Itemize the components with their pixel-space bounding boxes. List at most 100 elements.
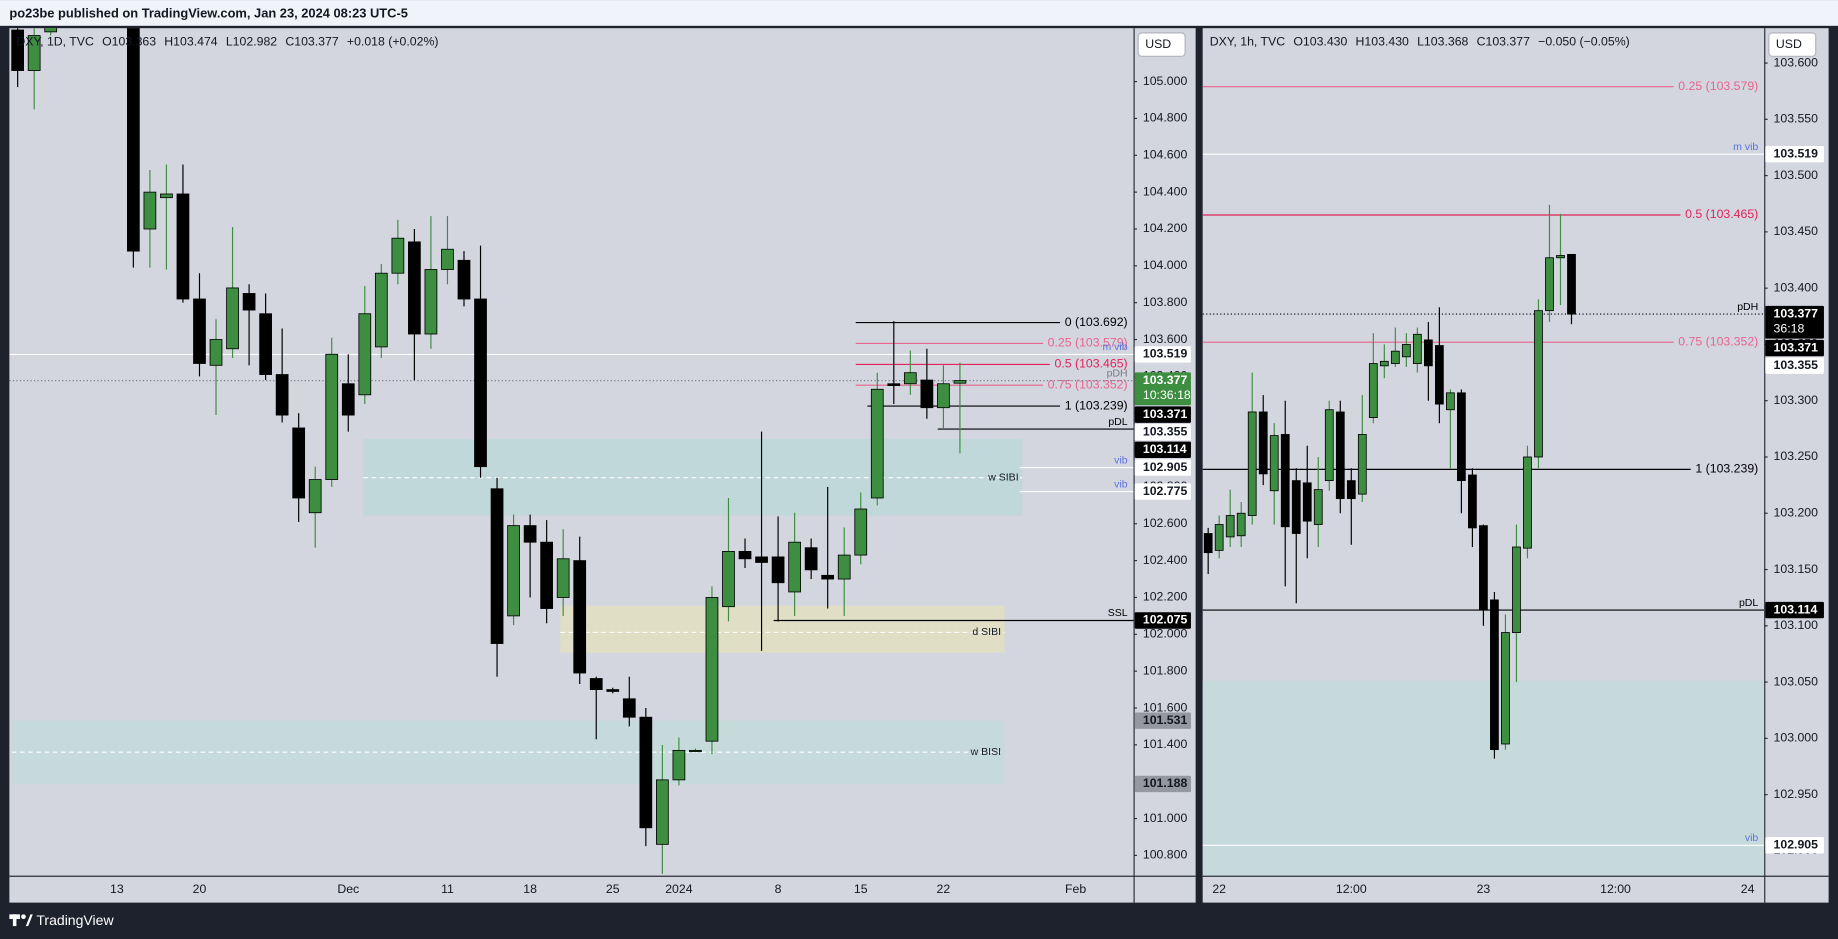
level-label: SSL [1108,607,1128,619]
plot-left: w SIBI d SIBI w BISI 0 (103.692) 0.25 (103.5… [9,28,1134,874]
candle-body [1512,546,1521,633]
candle-body [507,525,520,617]
x-tick-label: 13 [110,882,124,896]
level-label: m vib [1733,141,1758,153]
candle-body [854,508,868,556]
y-tick-label: 104.600 [1143,148,1188,162]
y-tick-label: 102.400 [1143,553,1188,567]
y-tick-label: 103.100 [1774,618,1819,632]
candle-body [226,287,239,350]
level-label: pDH [1107,367,1128,379]
overlay: 100.800101.000101.200101.400101.600101.8… [16,32,1824,896]
price-tag [1765,146,1824,163]
x-tick-label: 12:00 [1600,882,1631,896]
legend-item: DXY, 1h, TVC [1210,34,1286,48]
candle-body [1401,344,1411,358]
candle-body [1324,409,1334,482]
y-tick-label: 104.200 [1143,221,1188,235]
legend-item: +0.018 (+0.02%) [347,34,439,48]
legend-item: H103.474 [164,34,217,48]
y-tick-label: 102.200 [1143,590,1188,604]
price-tag-label: 103.371 [1774,340,1819,354]
candle-body [1412,333,1422,364]
legend-item: O103.363 [102,34,156,48]
y-tick-label: 103.250 [1774,449,1819,463]
price-tag-label: 103.371 [1143,407,1188,421]
y-tick-label: 102.000 [1143,627,1188,641]
price-tag-countdown: 10:36:18 [1143,388,1191,402]
candle-body [1545,257,1554,312]
price-tag [1765,601,1824,619]
candle-body [556,558,570,598]
candle-body [821,574,835,580]
candle-body [1446,392,1455,411]
candle-body [953,380,967,384]
x-tick-label: 23 [1477,882,1491,896]
candle-body [341,383,355,416]
candle-body [1567,253,1576,315]
candle-body [1556,255,1565,259]
x-tick-label: Feb [1065,882,1086,896]
candle-body [1457,392,1466,482]
candle-body [705,597,719,742]
candle-body [903,372,917,385]
candle-body [887,383,901,387]
candle-body [1468,474,1477,529]
price-tag [1134,372,1191,406]
candle-body [27,35,41,71]
publisher: po23be published on TradingView.com, Jan… [9,6,408,21]
legend-item: L102.982 [226,34,277,48]
candle-body [540,541,554,609]
candle-body [1203,533,1213,554]
currency-box [1137,32,1186,57]
candle-body [689,749,702,752]
price-tag [1134,406,1191,423]
level-label: vib [1114,478,1128,490]
price-tag [1765,357,1824,374]
y-tick-label: 103.300 [1774,393,1819,407]
candle-body [1434,345,1444,405]
candle-body [937,383,950,409]
legend-item: H103.430 [1356,34,1409,48]
price-tag-label: 103.114 [1774,602,1818,616]
y-tick-label: 104.800 [1143,111,1188,125]
price-tag-label: 103.519 [1143,347,1188,361]
candle-body [1379,360,1389,367]
price-tag-label: 102.905 [1774,838,1819,852]
x-tick-label: 24 [1741,882,1755,896]
candle-body [606,689,620,692]
price-tag-label: 101.531 [1143,713,1188,727]
candle-body [325,353,339,480]
candle-body [209,339,223,366]
currency: USD [1776,37,1802,51]
legend-item: DXY, 1D, TVC [16,34,94,48]
candle-body [1390,350,1400,364]
y-tick-label: 104.000 [1143,258,1188,272]
legend-item: L103.368 [1417,34,1468,48]
candle-body [1423,339,1433,367]
candle-body [788,541,801,593]
y-tick-label: 103.000 [1774,731,1819,745]
legend-item: C103.377 [1477,34,1530,48]
price-tag [1134,441,1191,458]
candle-body [441,248,454,270]
x-tick-label: 11 [441,882,454,896]
candle-body [490,488,504,644]
price-tag [1134,712,1191,729]
x-tick-label: 15 [854,882,868,896]
candle-body [1236,512,1246,537]
plot-right: 0.25 (103.579) m vib 0.5 (103.465) pDH 0.75 … [1202,79,1765,876]
candle-body [11,29,25,71]
candle-body [1269,435,1279,492]
top-bar [0,0,1838,26]
legend-item: O103.430 [1293,34,1347,48]
level-label: 0.75 (103.352) [1048,377,1128,391]
candle-body [408,241,421,335]
candle-body [1346,480,1356,500]
price-tag [1765,339,1824,357]
price-tag [1765,837,1824,854]
level-label: 1 (103.239) [1065,398,1128,412]
price-tag-label: 103.114 [1143,442,1187,456]
candle-body [1357,434,1367,495]
candle-body [176,193,190,300]
